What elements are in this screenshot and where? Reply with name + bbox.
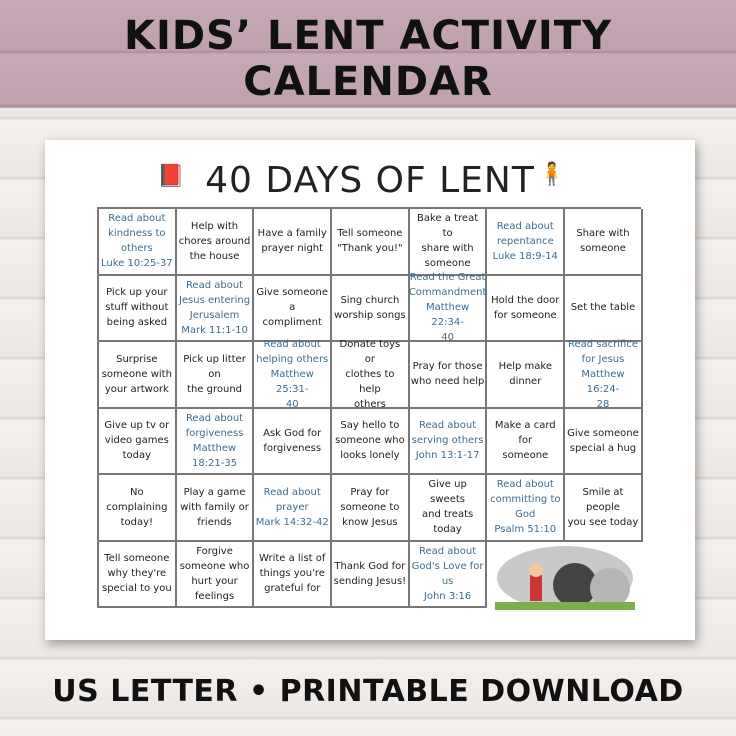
calendar-day-cell: Bake a treat to share with someone: [409, 209, 488, 276]
calendar-grid: Read about kindness to others Luke 10:25…: [97, 207, 643, 608]
calendar-day-cell: Say hello to someone who looks lonely: [332, 408, 410, 475]
footer-caption: US LETTER • PRINTABLE DOWNLOAD: [52, 674, 684, 709]
calendar-day-cell: Read the Great Commandment Matthew 22:34…: [408, 272, 488, 344]
calendar-day-cell: Tell someone why they're special to you: [99, 541, 177, 608]
calendar-day-cell: Give someone special a hug: [565, 408, 643, 475]
calendar-day-cell: Write a list of things you're grateful f…: [254, 541, 333, 608]
headline-line-2: CALENDAR: [243, 59, 493, 105]
calendar-day-cell: Have a family prayer night: [254, 209, 333, 276]
calendar-day-cell: Pick up litter on the ground: [176, 342, 255, 409]
calendar-day-cell: Read about prayer Mark 14:32-42: [254, 475, 333, 542]
bible-icon: 📕: [157, 164, 185, 189]
jesus-figure-icon: 🧍: [538, 162, 566, 187]
calendar-day-cell: Make a card for someone: [487, 408, 566, 475]
calendar-day-cell: Read about helping others Matthew 25:31-…: [254, 339, 333, 410]
calendar-day-cell: Pick up your stuff without being asked: [99, 275, 177, 342]
calendar-day-cell: Help make dinner: [487, 342, 566, 409]
calendar-day-cell: Give up sweets and treats today: [409, 475, 488, 542]
calendar-day-cell: Set the table: [565, 275, 643, 342]
calendar-day-cell: Donate toys or clothes to help others: [332, 339, 410, 410]
calendar-day-cell: Share with someone: [565, 209, 643, 276]
calendar-day-cell: Forgive someone who hurt your feelings: [176, 541, 255, 608]
calendar-day-cell: Ask God for forgiveness: [254, 408, 333, 475]
calendar-day-cell: Read about forgiveness Matthew 18:21-35: [176, 408, 255, 475]
calendar-day-cell: Hold the door for someone: [487, 275, 566, 342]
calendar-day-cell: Read about committing to God Psalm 51:10: [487, 475, 566, 542]
calendar-day-cell: Read about serving others John 13:1-17: [409, 408, 488, 475]
calendar-day-cell: Pray for those who need help: [409, 342, 488, 409]
calendar-day-cell: Sing church worship songs: [332, 275, 410, 342]
header-banner: [0, 0, 736, 108]
calendar-day-cell: Read about repentance Luke 18:9-14: [487, 209, 566, 276]
calendar-title: 40 DAYS OF LENT: [205, 160, 535, 201]
calendar-day-cell: Tell someone "Thank you!": [332, 209, 410, 276]
calendar-day-cell: Smile at people you see today: [565, 475, 643, 542]
calendar-day-cell: Read sacrifice for Jesus Matthew 16:24- …: [565, 339, 643, 410]
calendar-day-cell: Read about Jesus entering Jerusalem Mark…: [176, 275, 255, 342]
calendar-day-cell: Play a game with family or friends: [176, 475, 255, 542]
headline-line-1: KIDS’ LENT ACTIVITY: [123, 13, 613, 59]
calendar-day-cell: Pray for someone to know Jesus: [332, 475, 410, 542]
calendar-day-cell: Read about kindness to others Luke 10:25…: [99, 209, 177, 276]
calendar-day-cell: No complaining today!: [99, 475, 177, 542]
calendar-day-cell: Help with chores around the house: [176, 209, 255, 276]
calendar-day-cell: Give someone a compliment: [254, 275, 333, 342]
calendar-day-cell: Give up tv or video games today: [99, 408, 177, 475]
calendar-day-cell: Surprise someone with your artwork: [99, 342, 177, 409]
calendar-sheet: 📕 40 DAYS OF LENT 🧍 Read about kindness …: [45, 140, 695, 640]
calendar-day-cell: Thank God for sending Jesus!: [332, 541, 410, 608]
empty-tomb-icon: [495, 546, 635, 610]
calendar-day-cell: Read about God's Love for us John 3:16: [409, 541, 488, 608]
